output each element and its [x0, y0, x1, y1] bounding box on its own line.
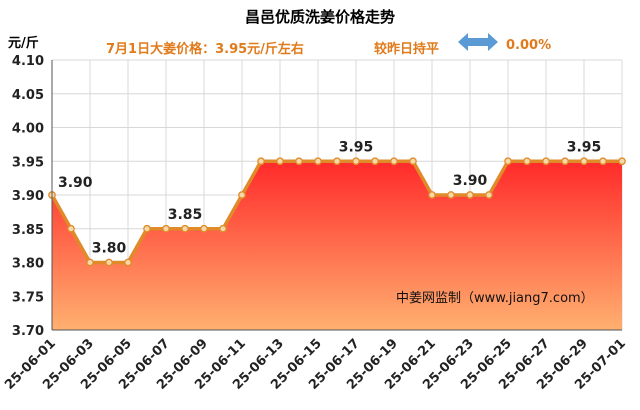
- data-point: [371, 157, 379, 166]
- y-tick-label: 3.80: [12, 257, 44, 272]
- data-point: [314, 157, 322, 166]
- data-point: [86, 258, 94, 267]
- data-point: [200, 224, 208, 233]
- data-point: [390, 157, 398, 166]
- y-tick-label: 4.00: [12, 122, 44, 137]
- y-tick-label: 4.05: [12, 88, 44, 103]
- data-point: [523, 157, 531, 166]
- data-point: [352, 157, 360, 166]
- data-label: 3.90: [453, 173, 488, 189]
- subtitle-price: 7月1日大姜价格：3.95元/斤左右: [106, 42, 304, 57]
- data-point: [561, 157, 569, 166]
- data-point: [599, 157, 607, 166]
- data-point: [485, 191, 493, 199]
- data-point: [580, 157, 588, 166]
- data-label: 3.80: [92, 241, 127, 257]
- subtitle-change-value: 0.00%: [506, 38, 552, 53]
- y-tick-label: 3.75: [12, 290, 44, 305]
- data-point: [618, 157, 626, 166]
- y-tick-label: 4.10: [12, 54, 44, 69]
- data-point: [143, 224, 151, 233]
- chart-title: 昌邑优质洗姜价格走势: [244, 8, 395, 26]
- data-point: [428, 191, 436, 199]
- data-point: [295, 157, 303, 166]
- y-axis-unit: 元/斤: [8, 36, 39, 51]
- data-label: 3.95: [567, 139, 602, 155]
- data-point: [447, 191, 455, 199]
- subtitle-change-label: 较昨日持平: [374, 42, 440, 57]
- y-tick-label: 3.70: [12, 324, 44, 339]
- double-arrow-icon: [458, 33, 498, 51]
- data-point: [276, 157, 284, 166]
- y-tick-label: 3.85: [12, 223, 44, 238]
- data-point: [504, 157, 512, 166]
- data-point: [238, 191, 246, 199]
- data-point: [409, 157, 417, 166]
- data-label: 3.85: [168, 207, 203, 223]
- data-point: [466, 191, 474, 199]
- data-point: [124, 258, 132, 267]
- data-label: 3.95: [339, 139, 374, 155]
- series-area: [52, 161, 622, 330]
- data-point: [257, 157, 265, 166]
- data-point: [181, 224, 189, 233]
- data-point: [162, 224, 170, 233]
- watermark-text: 中姜网监制（www.jiang7.com）: [396, 291, 594, 306]
- y-tick-label: 3.90: [12, 189, 44, 204]
- data-point: [542, 157, 550, 166]
- data-point: [333, 157, 341, 166]
- data-point: [105, 258, 113, 267]
- data-label: 3.90: [58, 175, 93, 191]
- data-point: [219, 224, 227, 233]
- data-point: [67, 224, 75, 233]
- y-tick-label: 3.95: [12, 155, 44, 170]
